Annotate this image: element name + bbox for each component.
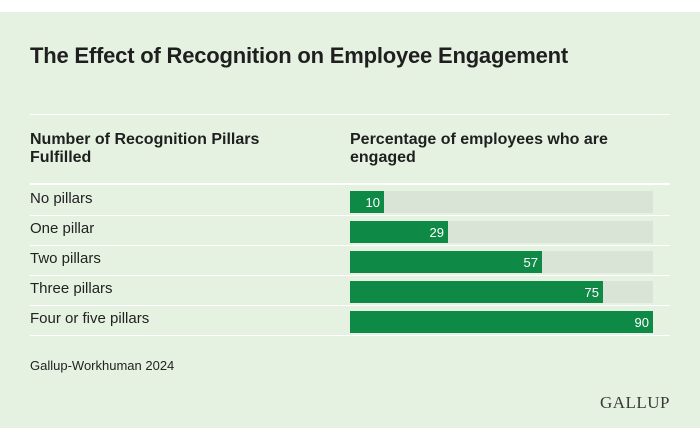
category-label: Three pillars xyxy=(30,280,113,297)
bar-track: 29 xyxy=(350,221,653,243)
row-divider xyxy=(30,305,670,306)
bar-track: 10 xyxy=(350,191,653,213)
gallup-logo: GALLUP xyxy=(599,393,670,412)
bar: 75 xyxy=(350,281,603,303)
bar-value-label: 75 xyxy=(584,285,599,300)
bar: 90 xyxy=(350,311,653,333)
table-row: Two pillars 57 xyxy=(30,246,670,276)
row-divider xyxy=(30,215,670,216)
row-divider xyxy=(30,335,670,336)
row-divider xyxy=(30,245,670,246)
category-label: Two pillars xyxy=(30,250,101,267)
row-divider xyxy=(30,275,670,276)
category-column-header: Number of Recognition Pillars Fulfilled xyxy=(30,131,260,166)
bar-track: 57 xyxy=(350,251,653,273)
category-label: One pillar xyxy=(30,220,95,237)
bar-value-label: 10 xyxy=(365,195,380,210)
value-column-header: Percentage of employees who are engaged xyxy=(350,131,608,166)
bar: 57 xyxy=(350,251,542,273)
bar-track: 75 xyxy=(350,281,653,303)
title-divider xyxy=(30,114,670,115)
table-row: Three pillars 75 xyxy=(30,276,670,306)
bar-value-label: 57 xyxy=(523,255,538,270)
table-row: Four or five pillars 90 xyxy=(30,306,670,336)
header-divider xyxy=(30,183,670,185)
category-label: No pillars xyxy=(30,190,93,207)
source-note: Gallup-Workhuman 2024 xyxy=(30,358,175,373)
table-row: No pillars 10 xyxy=(30,186,670,216)
table-row: One pillar 29 xyxy=(30,216,670,246)
bar: 29 xyxy=(350,221,448,243)
bar-value-label: 29 xyxy=(429,225,444,240)
chart-panel: The Effect of Recognition on Employee En… xyxy=(0,12,700,428)
chart-title: The Effect of Recognition on Employee En… xyxy=(30,43,569,68)
bar-value-label: 90 xyxy=(634,315,649,330)
category-label: Four or five pillars xyxy=(30,310,150,327)
bar: 10 xyxy=(350,191,384,213)
bar-track: 90 xyxy=(350,311,653,333)
